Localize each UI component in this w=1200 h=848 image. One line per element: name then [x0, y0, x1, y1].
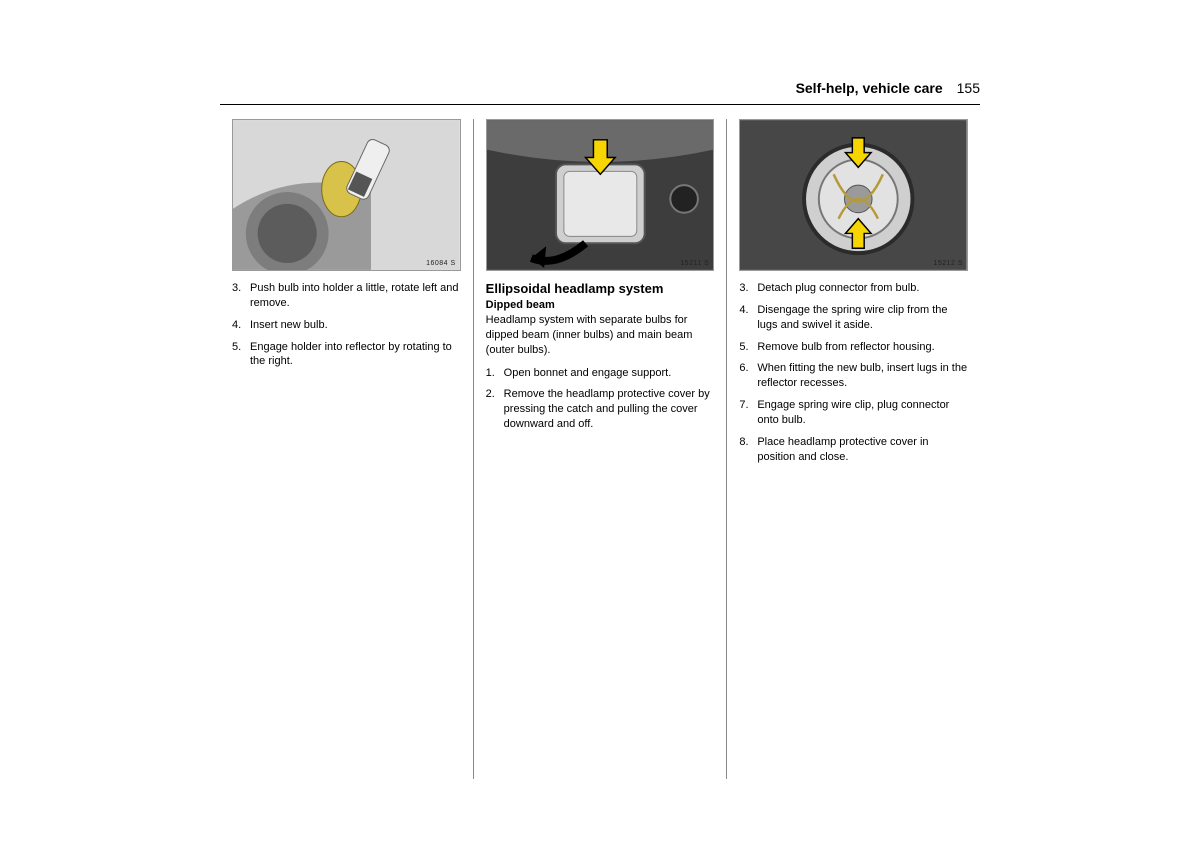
illustration-clip-icon	[740, 120, 967, 270]
page-content: Self-help, vehicle care 155 16084 S	[220, 80, 980, 779]
figure-caption: 15212 S	[933, 260, 963, 267]
figure-bulb-remove: 16084 S	[232, 119, 461, 271]
step-number: 2.	[486, 387, 504, 432]
column-left: 16084 S 3. Push bulb into holder a littl…	[220, 119, 473, 779]
three-column-layout: 16084 S 3. Push bulb into holder a littl…	[220, 119, 980, 779]
list-item: 4. Disengage the spring wire clip from t…	[739, 303, 968, 333]
step-number: 6.	[739, 361, 757, 391]
step-text: Engage spring wire clip, plug connector …	[757, 398, 968, 428]
intro-text: Headlamp system with separate bulbs for …	[486, 313, 715, 358]
step-text: Remove the headlamp protective cover by …	[504, 387, 715, 432]
heading-ellipsoidal: Ellipsoidal headlamp system	[486, 281, 715, 296]
page-number: 155	[957, 80, 980, 96]
list-item: 6. When fitting the new bulb, insert lug…	[739, 361, 968, 391]
step-text: Insert new bulb.	[250, 318, 461, 333]
step-text: Remove bulb from reflector housing.	[757, 340, 968, 355]
step-number: 8.	[739, 435, 757, 465]
steps-left: 3. Push bulb into holder a little, rotat…	[232, 281, 461, 369]
step-number: 5.	[232, 340, 250, 370]
step-text: When fitting the new bulb, insert lugs i…	[757, 361, 968, 391]
illustration-bulb-icon	[233, 120, 460, 270]
list-item: 2. Remove the headlamp protective cover …	[486, 387, 715, 432]
section-title: Self-help, vehicle care	[796, 80, 943, 96]
step-number: 1.	[486, 366, 504, 381]
figure-spring-clip: 15212 S	[739, 119, 968, 271]
step-number: 3.	[232, 281, 250, 311]
column-right: 15212 S 3. Detach plug connector from bu…	[726, 119, 980, 779]
list-item: 3. Push bulb into holder a little, rotat…	[232, 281, 461, 311]
step-number: 4.	[739, 303, 757, 333]
figure-caption: 16084 S	[426, 260, 456, 267]
step-text: Detach plug connector from bulb.	[757, 281, 968, 296]
step-number: 4.	[232, 318, 250, 333]
column-center: 15211 S Ellipsoidal headlamp system Dipp…	[473, 119, 727, 779]
figure-caption: 15211 S	[680, 260, 709, 267]
step-text: Disengage the spring wire clip from the …	[757, 303, 968, 333]
subheading-dipped-beam: Dipped beam	[486, 299, 715, 311]
list-item: 7. Engage spring wire clip, plug connect…	[739, 398, 968, 428]
step-text: Push bulb into holder a little, rotate l…	[250, 281, 461, 311]
list-item: 4. Insert new bulb.	[232, 318, 461, 333]
step-number: 3.	[739, 281, 757, 296]
step-number: 5.	[739, 340, 757, 355]
steps-center: 1. Open bonnet and engage support. 2. Re…	[486, 366, 715, 432]
list-item: 3. Detach plug connector from bulb.	[739, 281, 968, 296]
step-number: 7.	[739, 398, 757, 428]
figure-headlamp-cover: 15211 S	[486, 119, 715, 271]
list-item: 8. Place headlamp protective cover in po…	[739, 435, 968, 465]
step-text: Place headlamp protective cover in posit…	[757, 435, 968, 465]
illustration-cover-icon	[487, 120, 714, 270]
steps-right: 3. Detach plug connector from bulb. 4. D…	[739, 281, 968, 464]
step-text: Engage holder into reflector by rotating…	[250, 340, 461, 370]
step-text: Open bonnet and engage support.	[504, 366, 715, 381]
list-item: 5. Remove bulb from reflector housing.	[739, 340, 968, 355]
list-item: 5. Engage holder into reflector by rotat…	[232, 340, 461, 370]
running-head: Self-help, vehicle care 155	[220, 80, 980, 105]
list-item: 1. Open bonnet and engage support.	[486, 366, 715, 381]
